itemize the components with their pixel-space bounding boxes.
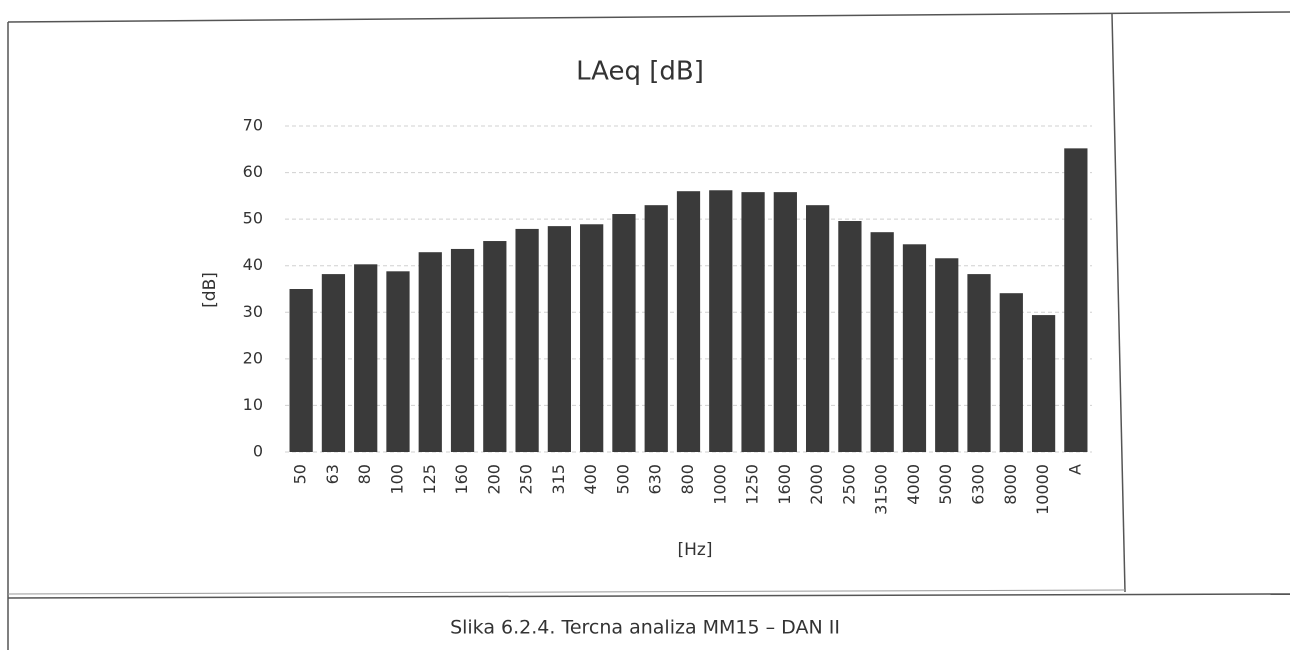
x-tick-label: 250 [517, 464, 536, 495]
x-tick-label: 160 [452, 464, 471, 495]
bar [644, 205, 668, 452]
bar [1064, 148, 1088, 452]
x-tick-label: 4000 [904, 464, 923, 505]
y-tick-label: 10 [243, 395, 263, 414]
x-tick-label: 2500 [839, 464, 858, 505]
chart-title: LAeq [dB] [576, 57, 704, 87]
y-axis-label: [dB] [200, 272, 220, 308]
bar [805, 205, 830, 452]
bar [483, 241, 507, 452]
y-tick-label: 60 [243, 162, 263, 181]
caption-divider [7, 593, 1290, 599]
x-tick-label: A [1065, 464, 1084, 475]
bar [515, 228, 539, 452]
bar [773, 192, 797, 453]
bar [289, 289, 313, 452]
chart-box-bottom [7, 589, 1126, 595]
bar [547, 226, 572, 452]
bar [902, 244, 927, 452]
x-tick-label: 5000 [936, 464, 955, 505]
x-tick-label: 200 [484, 464, 503, 495]
bar [1031, 315, 1056, 452]
x-tick-label: 500 [613, 464, 632, 495]
bar [321, 274, 346, 452]
bar [838, 221, 862, 452]
x-tick-label: 63 [323, 464, 342, 484]
x-tick-label: 315 [549, 464, 568, 495]
x-tick-label: 100 [387, 464, 406, 495]
bar [935, 258, 959, 452]
bar [741, 192, 765, 453]
frame-top [7, 11, 1290, 23]
chart-box-right [1111, 13, 1126, 593]
bar [386, 271, 410, 452]
bar [999, 293, 1023, 452]
x-tick-label: 1250 [743, 464, 762, 505]
x-tick-label: 400 [581, 464, 600, 495]
x-axis-label: [Hz] [678, 540, 713, 560]
y-tick-label: 40 [243, 255, 263, 274]
bar [612, 214, 636, 452]
bar [450, 248, 475, 452]
y-tick-label: 50 [243, 209, 263, 228]
x-tick-label: 6300 [969, 464, 988, 505]
caption: Slika 6.2.4. Tercna analiza MM15 – DAN I… [450, 617, 840, 639]
x-tick-label: 800 [678, 464, 697, 495]
bar [870, 232, 894, 452]
y-tick-label: 70 [243, 116, 263, 135]
bar [967, 274, 991, 452]
x-tick-label: 80 [355, 464, 374, 484]
x-tick-label: 8000 [1001, 464, 1020, 505]
x-tick-label: 125 [420, 464, 439, 495]
bar [354, 264, 378, 452]
x-tick-label: 1000 [710, 464, 729, 505]
x-tick-label: 10000 [1033, 464, 1052, 515]
y-tick-label: 0 [253, 442, 263, 461]
x-tick-label: 50 [291, 464, 310, 484]
bar [676, 191, 701, 452]
bar [418, 252, 442, 452]
y-tick-label: 20 [243, 348, 263, 367]
x-tick-label: 2000 [807, 464, 826, 505]
y-tick-label: 30 [243, 302, 263, 321]
x-tick-label: 31500 [872, 464, 891, 515]
bar [709, 190, 733, 453]
x-tick-label: 1600 [775, 464, 794, 505]
x-tick-label: 630 [646, 464, 665, 495]
bar [580, 224, 604, 452]
